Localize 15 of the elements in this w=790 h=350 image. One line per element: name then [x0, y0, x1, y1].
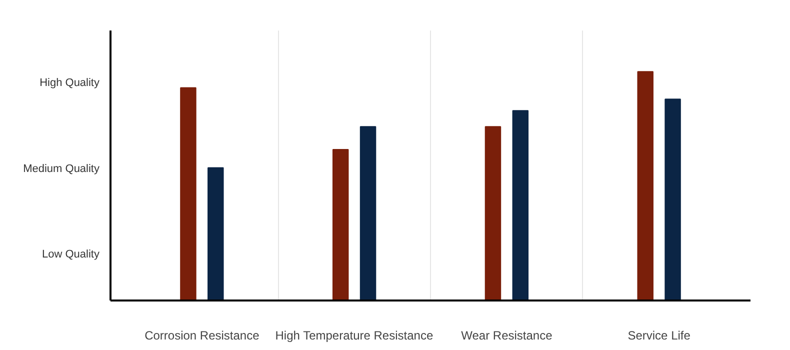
x-tick-label: Corrosion Resistance: [144, 328, 260, 342]
x-tick-label: High Temperature Resistance: [275, 328, 434, 342]
text: High Quality: [40, 77, 100, 90]
bar: [360, 126, 376, 300]
bar: [208, 167, 224, 300]
text: Low Quality: [42, 248, 100, 261]
bar: [512, 110, 529, 300]
text: Medium Quality: [23, 162, 100, 175]
x-tick-label: Wear Resistance: [461, 328, 553, 342]
bar: [637, 71, 654, 300]
x-tick-label: Service Life: [628, 328, 691, 342]
bar: [332, 148, 349, 300]
bar: [664, 98, 681, 300]
bar: [180, 87, 196, 300]
bar: [484, 126, 502, 300]
